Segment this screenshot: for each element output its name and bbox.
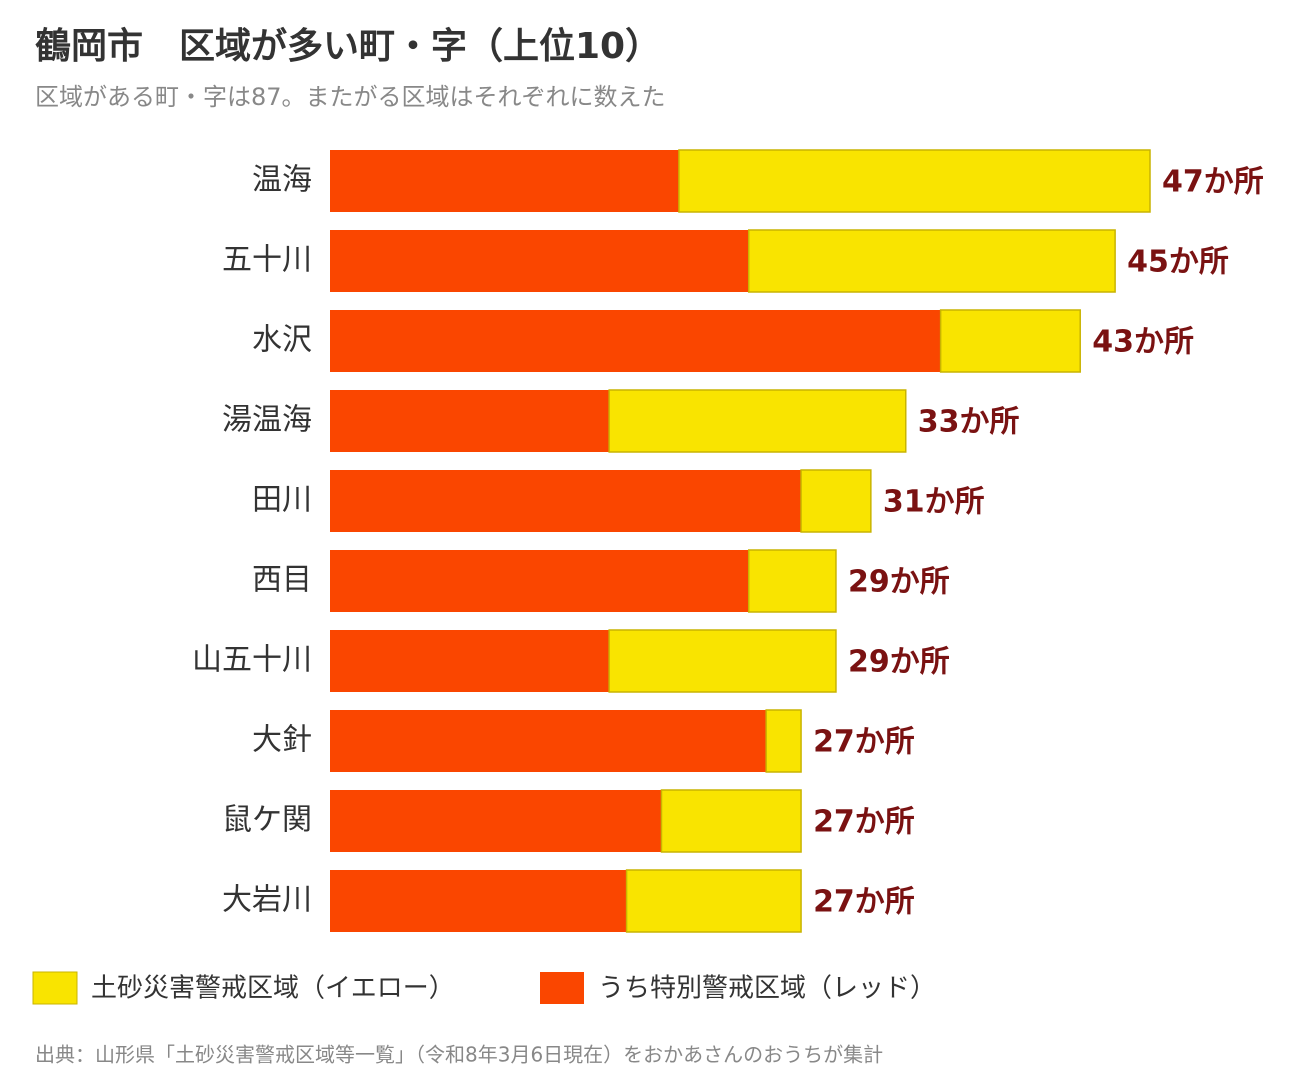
bar-segment xyxy=(330,870,627,932)
value-label: 29か所 xyxy=(848,565,950,600)
category-label: 湯温海 xyxy=(222,403,312,438)
category-label: 西目 xyxy=(252,563,312,598)
category-label: 温海 xyxy=(252,163,312,198)
category-label: 鼠ケ関 xyxy=(222,803,312,838)
value-label: 29か所 xyxy=(848,645,950,680)
bar-segment xyxy=(747,229,1116,293)
bar-segment xyxy=(330,230,749,292)
legend-swatch xyxy=(540,972,584,1004)
bar-segment xyxy=(625,869,802,933)
bar-segment xyxy=(678,149,1151,213)
value-label: 27か所 xyxy=(813,885,915,920)
bar-segment xyxy=(747,549,837,613)
category-label: 田川 xyxy=(252,483,312,518)
bar-segment xyxy=(330,470,802,532)
legend-swatch xyxy=(32,971,78,1005)
category-label: 山五十川 xyxy=(192,643,312,678)
value-label: 27か所 xyxy=(813,805,915,840)
bar-segment xyxy=(330,150,679,212)
bar-segment xyxy=(800,469,872,533)
bar-segment xyxy=(330,550,749,612)
legend-label: 土砂災害警戒区域（イエロー） xyxy=(91,974,455,1004)
bar-segment xyxy=(330,710,767,772)
bar-segment xyxy=(765,709,802,773)
bar-segment xyxy=(939,309,1081,373)
chart-title: 鶴岡市 区域が多い町・字（上位10） xyxy=(35,26,661,67)
bar-segment xyxy=(660,789,802,853)
bar-segment xyxy=(330,790,662,852)
value-label: 31か所 xyxy=(883,485,985,520)
category-label: 五十川 xyxy=(222,243,312,278)
value-label: 27か所 xyxy=(813,725,915,760)
bar-segment xyxy=(330,390,610,452)
bar-segment xyxy=(608,389,907,453)
bar-segment xyxy=(330,310,941,372)
value-label: 43か所 xyxy=(1092,325,1194,360)
value-label: 45か所 xyxy=(1127,245,1229,280)
bar-segment xyxy=(330,630,610,692)
category-label: 水沢 xyxy=(252,323,312,358)
chart-subtitle: 区域がある町・字は87。またがる区域はそれぞれに数えた xyxy=(35,83,666,111)
bar-segment xyxy=(608,629,837,693)
value-label: 47か所 xyxy=(1162,165,1264,200)
category-label: 大針 xyxy=(252,723,312,758)
value-label: 33か所 xyxy=(918,405,1020,440)
source-note: 出典：山形県「土砂災害警戒区域等一覧」（令和8年3月6日現在）をおかあさんのおう… xyxy=(35,1043,883,1067)
legend-label: うち特別警戒区域（レッド） xyxy=(598,974,936,1004)
category-label: 大岩川 xyxy=(222,883,312,918)
